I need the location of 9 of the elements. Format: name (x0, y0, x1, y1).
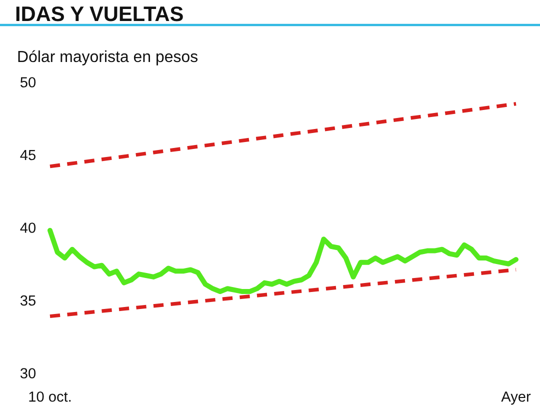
x-tick-label: 10 oct. (29, 391, 71, 402)
y-tick-label: 30 (20, 368, 36, 378)
chart-title: IDAS Y VUELTAS (16, 6, 183, 22)
y-tick-label: 35 (20, 295, 36, 306)
x-tick-label: Ayer (501, 392, 531, 405)
y-axis-title: Dólar mayorista en pesos (18, 50, 198, 66)
y-tick-label: 40 (20, 222, 36, 233)
y-tick-label: 45 (20, 150, 36, 160)
y-tick-label: 50 (20, 77, 36, 88)
